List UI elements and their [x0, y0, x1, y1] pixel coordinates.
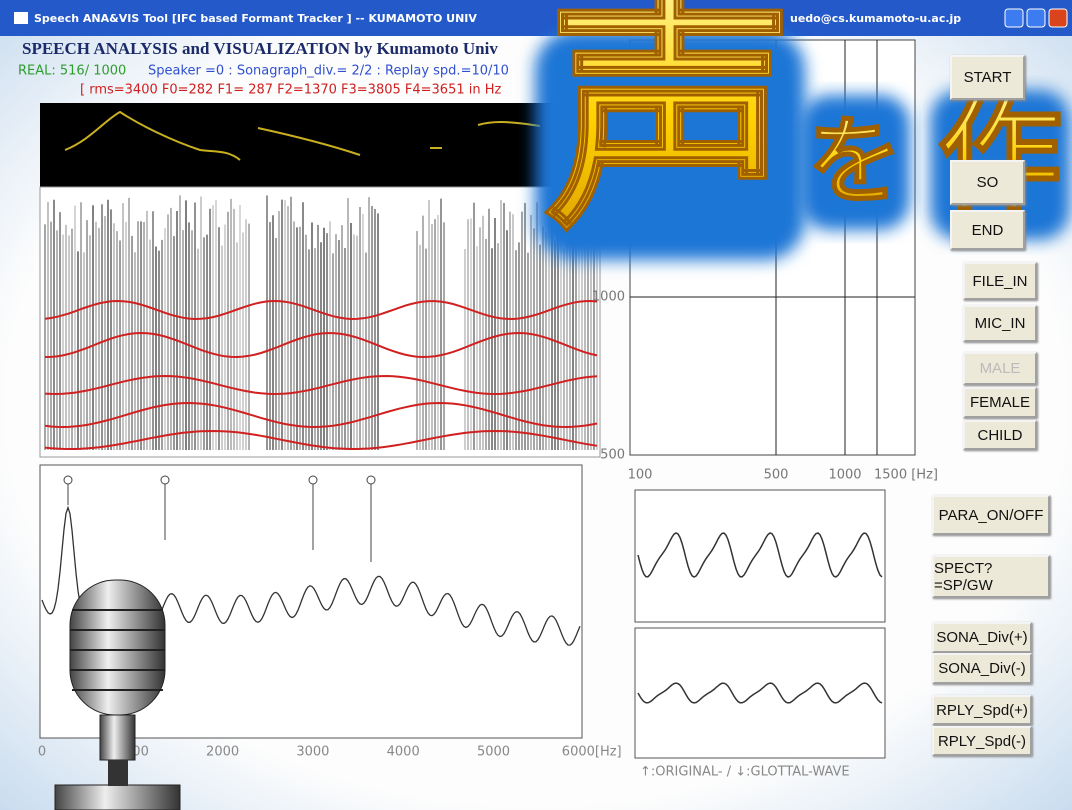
overlay-char: を: [807, 107, 902, 217]
formant-track: [44, 429, 598, 450]
minimize-button[interactable]: [1004, 8, 1024, 28]
formant-track: [44, 401, 598, 429]
x-label: 3000: [296, 745, 329, 760]
status-params: [ rms=3400 F0=282 F1= 287 F2=1370 F3=380…: [80, 83, 502, 98]
close-button[interactable]: [1048, 8, 1068, 28]
maximize-button[interactable]: [1026, 8, 1046, 28]
x-label: 2000: [206, 745, 239, 760]
overlay-char: 作: [938, 84, 1063, 229]
x-label: 6000[Hz]: [562, 745, 622, 760]
formant-markers: [63, 475, 376, 562]
title-bar: [0, 0, 1072, 36]
button[interactable]: SONA_Div(+): [932, 622, 1032, 653]
formant-track: [44, 331, 598, 359]
window-email: uedo@cs.kumamoto-u.ac.jp: [790, 12, 961, 25]
f0-track: [64, 110, 541, 161]
button[interactable]: FILE_IN: [963, 262, 1037, 300]
wave-caption: ↑:ORIGINAL- / ↓:GLOTTAL-WAVE: [640, 765, 850, 780]
button[interactable]: SPECT?=SP/GW: [932, 555, 1050, 598]
formant-track: [44, 374, 598, 396]
window-title: Speech ANA&VIS Tool [IFC based Formant T…: [34, 12, 477, 25]
button[interactable]: END: [950, 210, 1025, 250]
status-real: REAL: 516/ 1000: [18, 64, 126, 79]
x-label: 4000: [387, 745, 420, 760]
button[interactable]: RPLY_Spd(+): [932, 695, 1032, 725]
x-label: 100: [628, 468, 653, 483]
original-wave: [637, 532, 883, 578]
button[interactable]: SO: [950, 160, 1025, 205]
formant-track: [44, 299, 598, 321]
microphone-icon: [54, 579, 181, 810]
f0-panel: [40, 103, 600, 187]
y-label: 500: [600, 448, 625, 463]
status-info: Speaker =0 : Sonagraph_div.= 2/2 : Repla…: [148, 64, 509, 79]
button[interactable]: RPLY_Spd(-): [932, 726, 1032, 756]
app-icon: [14, 12, 28, 24]
spectrogram: [44, 195, 598, 450]
glottal-wave-panel: [634, 627, 886, 759]
glottal-wave: [637, 682, 883, 704]
x-label: 0: [38, 745, 46, 760]
button[interactable]: START: [950, 55, 1025, 100]
app-heading: SPEECH ANALYSIS and VISUALIZATION by Kum…: [22, 39, 498, 58]
button[interactable]: PARA_ON/OFF: [932, 495, 1050, 535]
overlay-glow: [800, 95, 910, 230]
overlay-char: 声: [545, 0, 795, 262]
button[interactable]: MALE: [963, 352, 1037, 385]
button[interactable]: SONA_Div(-): [932, 653, 1032, 684]
overlay-glow: [535, 30, 805, 260]
button[interactable]: FEMALE: [963, 387, 1037, 418]
button[interactable]: CHILD: [963, 420, 1037, 450]
x-label: 1000: [828, 468, 861, 483]
x-label: 1500 [Hz]: [874, 468, 938, 483]
x-label: 5000: [477, 745, 510, 760]
original-wave-panel: [634, 489, 886, 623]
x-label: 500: [764, 468, 789, 483]
y-label: 1000: [592, 290, 625, 305]
button[interactable]: MIC_IN: [963, 305, 1037, 342]
